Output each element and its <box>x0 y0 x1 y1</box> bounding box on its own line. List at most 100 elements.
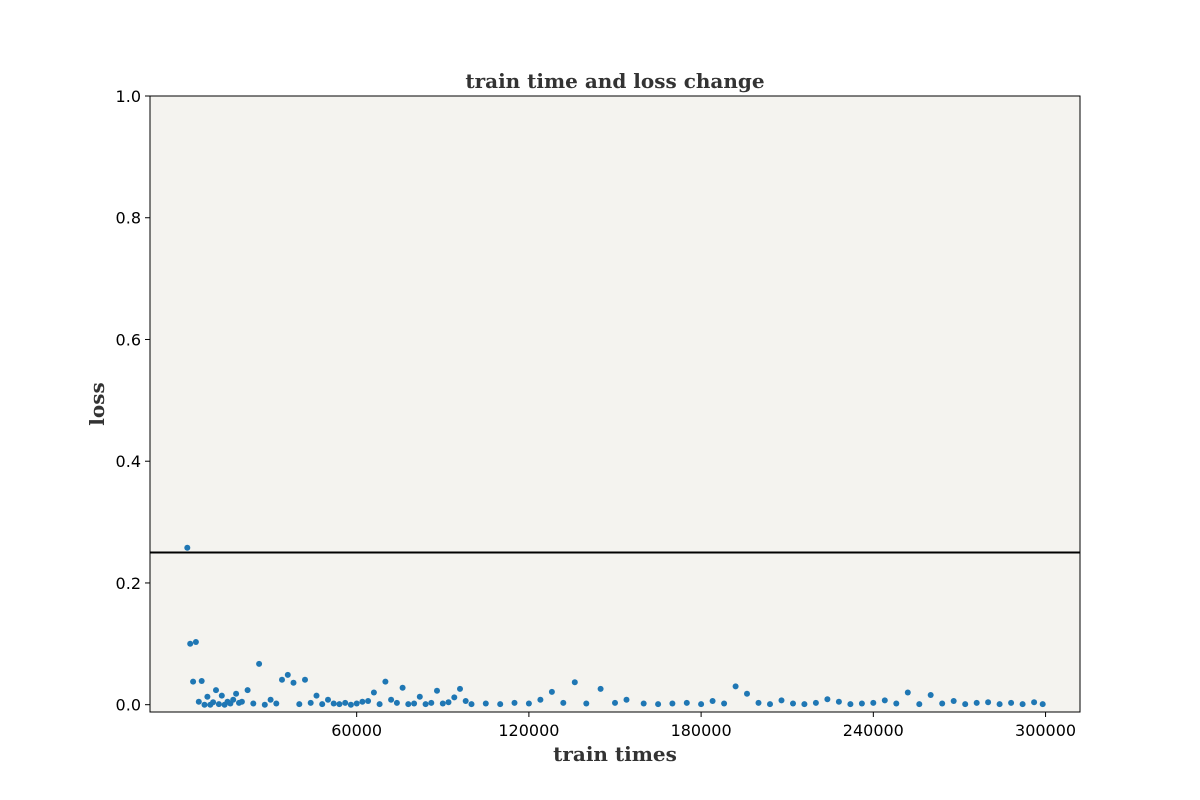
data-point <box>290 679 297 686</box>
data-point <box>571 679 578 686</box>
data-point <box>376 701 383 708</box>
data-point <box>927 692 934 698</box>
data-point <box>835 698 842 705</box>
data-point <box>313 692 320 699</box>
data-point <box>434 687 440 694</box>
data-point <box>218 692 225 699</box>
data-point <box>213 687 219 694</box>
data-point <box>683 699 690 706</box>
data-point <box>330 700 337 707</box>
data-point <box>881 697 888 704</box>
data-point <box>824 696 831 703</box>
x-tick-label: 180000 <box>671 721 732 740</box>
data-point <box>698 701 705 708</box>
data-point <box>904 689 911 696</box>
data-point <box>187 640 194 647</box>
data-point <box>256 660 263 667</box>
data-point <box>336 701 343 708</box>
data-point <box>195 698 202 705</box>
data-point <box>319 701 326 708</box>
y-tick-label: 0.6 <box>116 330 141 349</box>
data-point <box>858 700 865 707</box>
data-point <box>365 698 372 704</box>
points-layer <box>184 544 1046 708</box>
data-point <box>721 700 728 707</box>
data-point <box>640 700 647 707</box>
data-point <box>767 701 773 708</box>
data-point <box>342 699 349 706</box>
x-tick-label: 120000 <box>498 721 559 740</box>
data-point <box>583 700 590 707</box>
data-point <box>812 699 819 706</box>
data-point <box>1008 699 1015 706</box>
data-point <box>244 687 251 694</box>
data-point <box>238 698 245 705</box>
chart-title: train time and loss change <box>465 69 764 93</box>
data-point <box>347 701 354 708</box>
data-point <box>996 701 1003 708</box>
data-point <box>215 701 222 708</box>
data-point <box>192 639 199 645</box>
x-axis-label: train times <box>553 742 677 766</box>
data-point <box>393 699 400 706</box>
data-point <box>405 701 412 708</box>
data-point <box>445 699 452 706</box>
x-tick-label: 60000 <box>331 721 382 740</box>
data-point <box>482 700 489 707</box>
data-point <box>261 701 268 708</box>
x-tick-label: 240000 <box>843 721 904 740</box>
plot-background <box>150 96 1080 712</box>
data-point <box>307 699 314 706</box>
data-point <box>623 696 630 703</box>
data-point <box>325 696 331 703</box>
data-point <box>709 698 716 704</box>
data-point <box>198 678 205 684</box>
data-point <box>457 685 463 692</box>
data-point <box>560 699 567 706</box>
data-point <box>250 700 257 707</box>
data-point <box>893 700 900 707</box>
y-tick-label: 0.0 <box>116 696 141 715</box>
data-point <box>382 678 389 685</box>
data-point <box>230 696 237 703</box>
data-point <box>950 698 957 704</box>
data-point <box>525 700 532 707</box>
data-point <box>439 700 446 707</box>
data-point <box>985 699 992 706</box>
data-point <box>184 544 191 551</box>
data-point <box>755 699 762 706</box>
data-point <box>511 699 518 706</box>
data-point <box>548 688 555 695</box>
y-tick-label: 0.8 <box>116 209 141 228</box>
data-point <box>273 700 280 707</box>
data-point <box>190 678 197 685</box>
data-point <box>302 676 308 683</box>
data-point <box>411 700 418 707</box>
y-tick-label: 1.0 <box>116 87 141 106</box>
data-point <box>462 698 469 704</box>
y-axis: 0.0 0.2 0.4 0.6 0.8 1.0 <box>116 87 150 715</box>
data-point <box>732 683 739 690</box>
data-point <box>669 700 676 707</box>
data-point <box>497 701 504 708</box>
data-point <box>353 700 360 707</box>
data-point <box>847 701 854 708</box>
data-point <box>210 699 217 706</box>
data-point <box>267 696 274 703</box>
data-point <box>416 693 423 700</box>
data-point <box>428 699 435 706</box>
data-point <box>279 676 285 683</box>
data-point <box>790 700 796 707</box>
y-tick-label: 0.2 <box>116 574 141 593</box>
data-point <box>597 685 604 692</box>
x-axis: 60000 120000 180000 240000 300000 <box>331 712 1076 740</box>
data-point <box>233 690 240 697</box>
data-point <box>744 690 750 697</box>
data-point <box>801 701 808 708</box>
data-point <box>399 684 406 691</box>
data-point <box>1031 699 1038 706</box>
data-point <box>870 699 877 706</box>
data-point <box>296 701 303 708</box>
data-point <box>962 701 969 708</box>
